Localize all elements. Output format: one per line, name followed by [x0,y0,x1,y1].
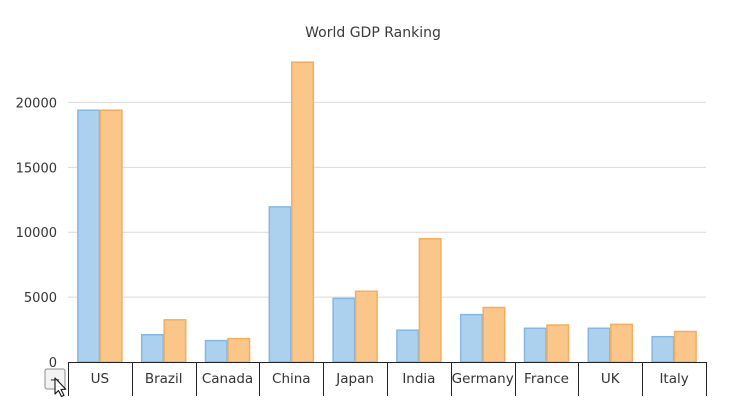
x-tick-label: France [524,371,569,387]
x-tick-label: India [402,371,435,387]
bar-us-series-1 [77,109,101,363]
bar-germany-series-1 [459,313,483,363]
bar-uk-series-2 [610,323,634,363]
bar-china-series-2 [291,61,315,363]
bar-uk-series-1 [587,327,611,363]
bar-italy-series-2 [673,330,697,363]
x-axis-table [68,362,707,396]
bar-japan-series-1 [332,297,356,363]
y-tick-label: 20000 [16,96,57,111]
bar-india-series-2 [418,237,442,363]
x-tick-label: Brazil [145,371,183,387]
x-axis-category-labels: US Brazil Canada China Japan India Germany Fran… [91,371,689,387]
x-tick-label: Canada [202,371,253,387]
bar-china-series-1 [268,206,292,363]
x-tick-label: UK [601,371,621,387]
collapse-control[interactable]: − [44,368,67,398]
y-tick-label: 5000 [24,291,57,306]
bar-france-series-2 [546,324,570,363]
cursor-arrow-icon [54,377,67,398]
y-axis-ticks: 0 5000 10000 15000 20000 [16,96,57,371]
x-tick-label: US [91,371,109,387]
x-tick-label: Japan [335,371,374,387]
bars [77,61,697,363]
bar-canada-series-1 [204,339,228,363]
bar-japan-series-2 [354,290,378,363]
y-tick-label: 0 [49,356,57,371]
y-tick-label: 10000 [16,226,57,241]
bar-germany-series-2 [482,306,506,363]
bar-italy-series-1 [651,335,675,363]
bar-brazil-series-2 [163,319,187,363]
bar-canada-series-2 [227,337,251,363]
y-tick-label: 15000 [16,161,57,176]
bar-brazil-series-1 [140,333,164,363]
x-tick-label: China [272,371,311,387]
bar-us-series-2 [99,109,123,363]
bar-india-series-1 [396,329,420,363]
bar-france-series-1 [523,327,547,363]
chart-title: World GDP Ranking [305,25,441,41]
x-tick-label: Germany [452,371,514,387]
gridlines [68,101,706,298]
x-tick-label: Italy [659,371,688,387]
